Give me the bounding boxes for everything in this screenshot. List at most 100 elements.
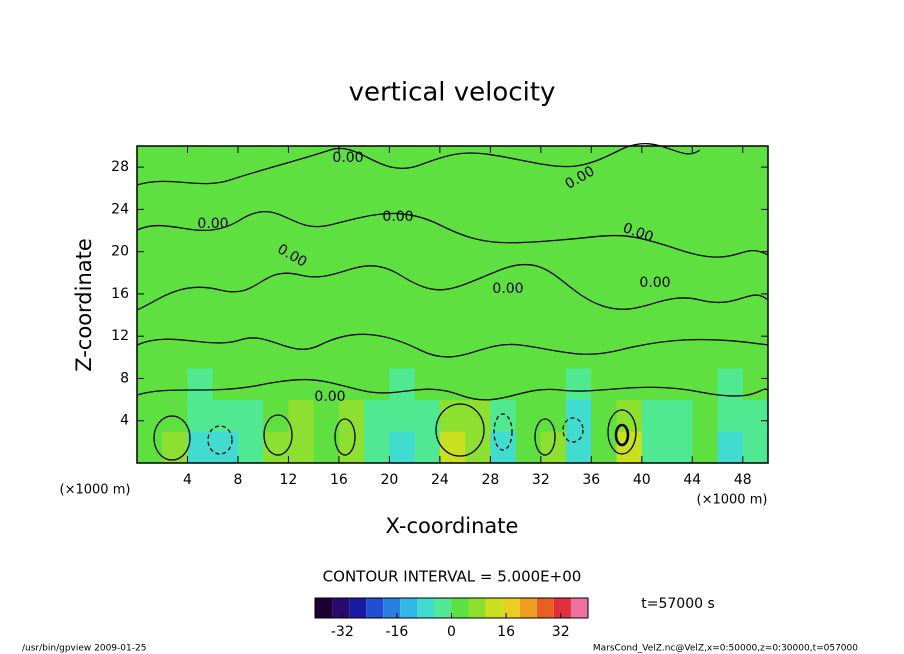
field-cell bbox=[162, 431, 188, 464]
x-tick-label: 48 bbox=[734, 472, 752, 488]
field-cell bbox=[313, 399, 340, 432]
field-cell bbox=[742, 399, 769, 432]
field-cell bbox=[439, 367, 466, 401]
contour-line bbox=[614, 423, 630, 447]
x-tick-label: 36 bbox=[582, 472, 600, 488]
field-cell bbox=[692, 367, 719, 401]
field-cell bbox=[667, 431, 693, 464]
field-cell bbox=[338, 431, 365, 464]
field-cell bbox=[414, 367, 441, 401]
colorbar-bin bbox=[332, 598, 350, 618]
colorbar-bin bbox=[315, 598, 333, 618]
footer-right: MarsCond_VelZ.nc@VelZ,x=0:50000,z=0:3000… bbox=[593, 644, 858, 654]
field-cell bbox=[490, 399, 517, 432]
colorbar-bin bbox=[570, 598, 588, 618]
colorbar-bin bbox=[417, 598, 435, 618]
field-cell bbox=[566, 146, 592, 369]
contour-line bbox=[153, 415, 191, 461]
contour-line bbox=[334, 418, 356, 456]
field-cell bbox=[667, 146, 693, 369]
contour-line bbox=[136, 333, 769, 358]
field-cell bbox=[692, 431, 719, 464]
plot-frame bbox=[136, 145, 769, 464]
contour-line bbox=[136, 263, 769, 311]
colorbar-tick-label: -32 bbox=[331, 624, 354, 640]
field-cell bbox=[237, 367, 264, 401]
field-cell bbox=[137, 367, 163, 401]
field-cell bbox=[667, 367, 693, 401]
contour-label: 0.00 bbox=[382, 209, 413, 225]
field-cell bbox=[515, 367, 542, 401]
field-cell bbox=[490, 146, 517, 369]
field-cell bbox=[515, 399, 542, 432]
x-tick-label: 44 bbox=[683, 472, 701, 488]
field-cell bbox=[288, 431, 315, 464]
field-cell bbox=[515, 146, 542, 369]
colorbar-tick-label: 32 bbox=[552, 624, 570, 640]
x-tick-label: 40 bbox=[633, 472, 651, 488]
contour-line bbox=[263, 414, 293, 456]
field-cell bbox=[540, 146, 567, 369]
x-tick-label: 32 bbox=[532, 472, 550, 488]
field-cell bbox=[237, 146, 264, 369]
y-tick-label: 8 bbox=[120, 370, 129, 386]
x-axis-label: X-coordinate bbox=[386, 514, 519, 538]
field-cell bbox=[566, 431, 592, 464]
colorbar-bin bbox=[519, 598, 537, 618]
contour-line bbox=[493, 413, 513, 451]
field-cell bbox=[187, 431, 214, 464]
y-tick-label: 20 bbox=[111, 244, 129, 260]
x-tick-label: 28 bbox=[481, 472, 499, 488]
field-cell bbox=[439, 431, 466, 464]
field-cell bbox=[338, 399, 365, 432]
colorbar-bin bbox=[400, 598, 418, 618]
colorbar-bin bbox=[434, 598, 452, 618]
field-cell bbox=[414, 146, 441, 369]
y-tick-label: 28 bbox=[111, 159, 129, 175]
field-cell bbox=[389, 146, 416, 369]
field-cell bbox=[717, 431, 744, 464]
field-cell bbox=[692, 399, 719, 432]
colorbar-bin bbox=[536, 598, 554, 618]
field-cell bbox=[212, 146, 239, 369]
field-cell bbox=[364, 146, 390, 369]
field-cell bbox=[641, 399, 668, 432]
contour-lines bbox=[136, 143, 769, 461]
contour-label: 0.00 bbox=[492, 281, 523, 297]
field-cell bbox=[465, 399, 491, 432]
colorbar-bin bbox=[553, 598, 571, 618]
field-cell bbox=[313, 146, 340, 369]
y-tick-label: 12 bbox=[111, 328, 129, 344]
field-cell bbox=[591, 146, 618, 369]
field-cell bbox=[667, 399, 693, 432]
field-cell bbox=[288, 399, 315, 432]
contour-interval: CONTOUR INTERVAL = 5.000E+00 bbox=[323, 568, 582, 586]
contour-line bbox=[435, 403, 485, 457]
y-tick-label: 24 bbox=[111, 201, 129, 217]
field-cell bbox=[389, 399, 416, 432]
contour-line bbox=[136, 210, 769, 258]
field-cell bbox=[641, 367, 668, 401]
field-cell bbox=[137, 431, 163, 464]
contour-line bbox=[534, 418, 556, 456]
field-cell bbox=[616, 399, 643, 432]
colorbar: -32 -16 0 16 32 bbox=[314, 597, 589, 640]
footer-left: /usr/bin/gpview 2009-01-25 bbox=[22, 644, 146, 654]
x-unit: (×1000 m) bbox=[697, 493, 768, 508]
contour-line bbox=[562, 417, 584, 443]
field-cell bbox=[490, 431, 517, 464]
colorbar-bin bbox=[383, 598, 401, 618]
field-cell bbox=[364, 431, 390, 464]
contour-line bbox=[136, 143, 701, 186]
field-cell bbox=[540, 367, 567, 401]
field-cell bbox=[338, 367, 365, 401]
field-cell bbox=[237, 399, 264, 432]
field-cell bbox=[137, 399, 163, 432]
time-label: t=57000 s bbox=[641, 596, 715, 612]
colorbar-bin bbox=[485, 598, 503, 618]
field-cell bbox=[465, 146, 491, 369]
field-cell bbox=[641, 146, 668, 369]
field-cell bbox=[616, 146, 643, 369]
